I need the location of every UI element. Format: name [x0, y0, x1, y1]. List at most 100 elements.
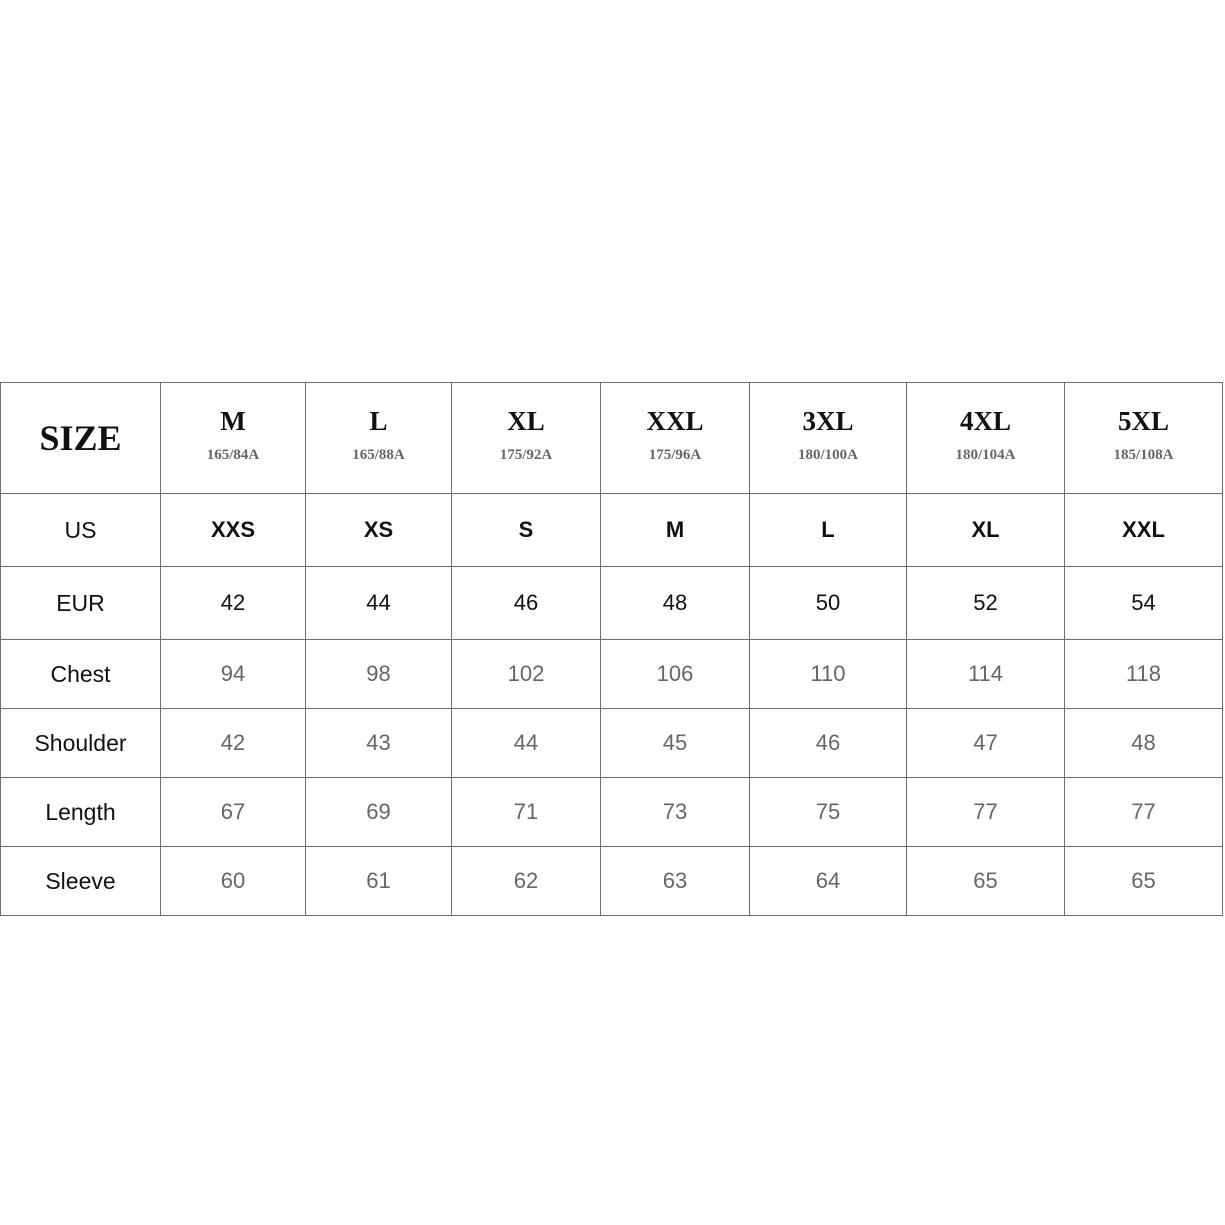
cell-value: 65 — [973, 868, 998, 893]
cell-value: 48 — [662, 590, 688, 615]
value-cell: 48 — [600, 566, 750, 640]
cell-value: 42 — [220, 590, 246, 615]
cell-value: 61 — [366, 868, 391, 893]
value-cell: 110 — [749, 639, 907, 709]
cell-value: 43 — [366, 730, 391, 755]
value-cell: 64 — [749, 846, 907, 916]
value-cell: XXS — [160, 493, 306, 567]
cell-value: 60 — [220, 868, 246, 893]
row-label-cell: EUR — [0, 566, 161, 640]
cell-value: 67 — [220, 799, 246, 824]
size-code: 175/96A — [648, 447, 702, 463]
cell-value: 45 — [662, 730, 688, 755]
cell-value: 71 — [513, 799, 539, 824]
cell-value: 106 — [656, 661, 694, 686]
cell-value: 64 — [815, 868, 841, 893]
cell-value: 114 — [967, 661, 1004, 686]
size-code: 180/104A — [955, 447, 1016, 463]
value-cell: 118 — [1064, 639, 1223, 709]
value-cell: S — [451, 493, 601, 567]
value-cell: 75 — [749, 777, 907, 847]
cell-value: 110 — [810, 661, 846, 686]
value-cell: XL — [906, 493, 1065, 567]
value-cell: XXL — [1064, 493, 1223, 567]
size-label: 3XL — [802, 406, 854, 436]
cell-value: 50 — [815, 590, 841, 615]
cell-value: 62 — [513, 868, 539, 893]
size-label: 4XL — [959, 406, 1011, 436]
cell-value: XXS — [210, 517, 256, 542]
cell-value: 75 — [815, 799, 841, 824]
value-cell: 45 — [600, 708, 750, 778]
size-code: 175/92A — [499, 447, 553, 463]
row-label-cell: Sleeve — [0, 846, 161, 916]
value-cell: 60 — [160, 846, 306, 916]
value-cell: 106 — [600, 639, 750, 709]
value-cell: 77 — [906, 777, 1065, 847]
table-row: EUR 42 44 46 48 50 52 54 — [0, 566, 1223, 640]
value-cell: 48 — [1064, 708, 1223, 778]
cell-value: 77 — [1131, 799, 1156, 824]
cell-value: M — [665, 517, 685, 542]
cell-value: 48 — [1131, 730, 1156, 755]
size-header-cell: SIZE — [0, 382, 161, 494]
size-code: 165/88A — [352, 447, 405, 463]
value-cell: 42 — [160, 566, 306, 640]
size-code: 185/108A — [1113, 447, 1174, 463]
value-cell: 67 — [160, 777, 306, 847]
cell-value: S — [518, 517, 534, 542]
value-cell: 71 — [451, 777, 601, 847]
cell-value: XS — [363, 517, 394, 542]
value-cell: 50 — [749, 566, 907, 640]
table-row: Length 67 69 71 73 75 77 77 — [0, 777, 1223, 847]
row-label: Shoulder — [34, 729, 127, 756]
cell-value: 46 — [513, 590, 539, 615]
row-label: US — [64, 516, 97, 543]
size-column-header: L 165/88A — [305, 382, 452, 494]
size-column-header: XL 175/92A — [451, 382, 601, 494]
cell-value: 44 — [366, 590, 391, 615]
row-label-cell: US — [0, 493, 161, 567]
cell-value: 73 — [662, 799, 688, 824]
table-row: Shoulder 42 43 44 45 46 47 48 — [0, 708, 1223, 778]
value-cell: M — [600, 493, 750, 567]
table-row: US XXS XS S M L XL XXL — [0, 493, 1223, 567]
value-cell: 65 — [906, 846, 1065, 916]
header-row: SIZE M 165/84A L 165/88A XL 175/92A XXL 175/96A… — [0, 382, 1223, 494]
value-cell: 54 — [1064, 566, 1223, 640]
cell-value: 65 — [1131, 868, 1156, 893]
table-row: Chest 94 98 102 106 110 114 118 — [0, 639, 1223, 709]
size-column-header: 5XL 185/108A — [1064, 382, 1223, 494]
value-cell: L — [749, 493, 907, 567]
value-cell: 73 — [600, 777, 750, 847]
value-cell: 47 — [906, 708, 1065, 778]
value-cell: 94 — [160, 639, 306, 709]
size-label: XL — [507, 406, 545, 436]
row-label: EUR — [56, 589, 105, 616]
size-code: 180/100A — [798, 447, 858, 463]
value-cell: 69 — [305, 777, 452, 847]
cell-value: 118 — [1125, 661, 1162, 686]
row-label-cell: Length — [0, 777, 161, 847]
size-column-header: M 165/84A — [160, 382, 306, 494]
row-label: Length — [45, 798, 116, 825]
cell-value: 77 — [973, 799, 998, 824]
cell-value: 54 — [1131, 590, 1156, 615]
cell-value: 52 — [973, 590, 998, 615]
size-label: 5XL — [1117, 406, 1169, 436]
size-label: L — [369, 406, 388, 436]
size-column-header: XXL 175/96A — [600, 382, 750, 494]
value-cell: 46 — [451, 566, 601, 640]
cell-value: 47 — [973, 730, 998, 755]
value-cell: 44 — [451, 708, 601, 778]
size-column-header: 4XL 180/104A — [906, 382, 1065, 494]
value-cell: 46 — [749, 708, 907, 778]
value-cell: XS — [305, 493, 452, 567]
size-code: 165/84A — [206, 447, 260, 463]
size-label: M — [220, 406, 246, 436]
size-label: XXL — [646, 406, 704, 436]
cell-value: 46 — [815, 730, 841, 755]
value-cell: 63 — [600, 846, 750, 916]
value-cell: 52 — [906, 566, 1065, 640]
row-label: Chest — [50, 660, 111, 687]
